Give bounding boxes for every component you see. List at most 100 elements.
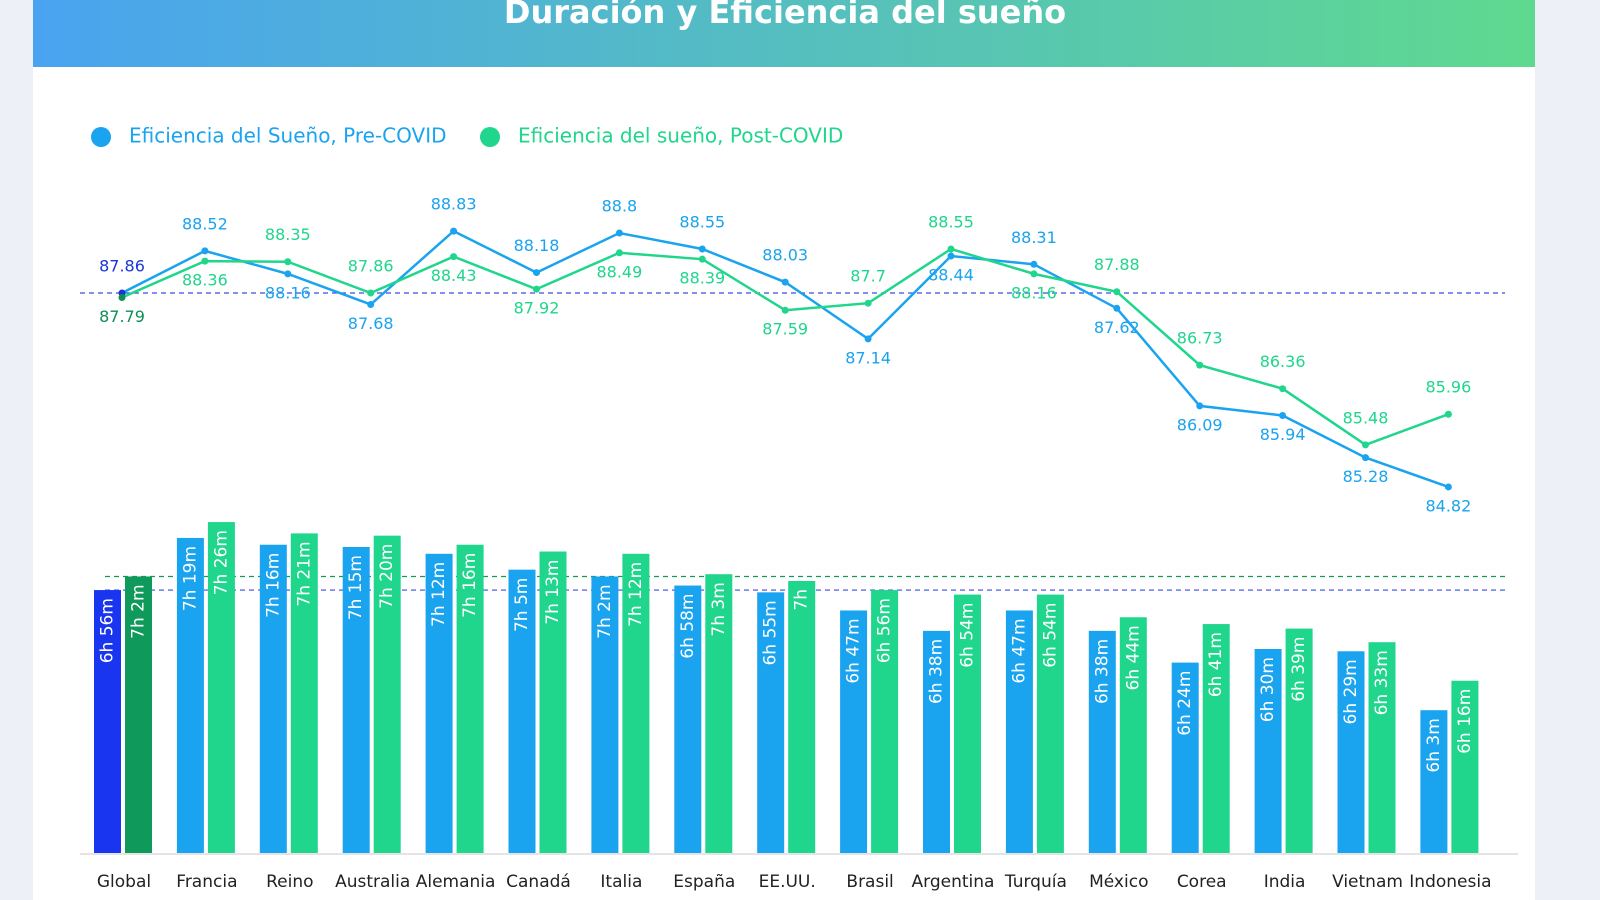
bar — [1005, 610, 1033, 853]
value-label: 88.35 — [265, 225, 311, 244]
bar — [456, 544, 484, 853]
x-tick-label: Corea — [1177, 872, 1227, 892]
bar-label: 7h 16m — [460, 553, 480, 618]
legend-marker — [480, 127, 500, 147]
bar-label: 6h 56m — [875, 598, 895, 663]
bar-label: 6h 16m — [1455, 689, 1475, 754]
bar-label: 6h 3m — [1424, 718, 1444, 772]
bar-label: 7h 19m — [180, 546, 200, 611]
x-tick-label: Alemania — [416, 872, 496, 892]
bar — [1420, 710, 1448, 853]
point — [615, 229, 623, 237]
point — [1113, 304, 1121, 312]
point — [1196, 361, 1204, 369]
bar-label: 6h 39m — [1289, 637, 1309, 702]
value-label: 87.14 — [845, 348, 891, 367]
bar — [1254, 649, 1282, 853]
value-label: 85.96 — [1425, 378, 1471, 397]
point — [1279, 411, 1287, 419]
value-label: 88.18 — [514, 236, 560, 255]
bar-label: 6h 24m — [1175, 671, 1195, 736]
x-tick-label: Italia — [600, 872, 642, 892]
value-label: 86.36 — [1260, 352, 1306, 371]
x-tick-label: México — [1089, 872, 1148, 892]
value-label: 87.68 — [348, 314, 394, 333]
bar-label: 6h 47m — [844, 618, 864, 683]
point — [1279, 385, 1287, 393]
point — [118, 293, 126, 301]
point — [947, 245, 955, 253]
bar-label: 7h — [792, 589, 812, 611]
bar — [1171, 662, 1199, 853]
x-tick-label: Francia — [176, 872, 237, 892]
value-label: 87.86 — [99, 257, 145, 276]
bar-label: 6h 47m — [1009, 618, 1029, 683]
point — [450, 227, 458, 235]
legend-label: Eficiencia del sueño, Post-COVID — [518, 124, 843, 148]
bar-label: 6h 55m — [761, 600, 781, 665]
value-label: 88.52 — [182, 214, 228, 233]
point — [284, 258, 292, 266]
bar-label: 6h 33m — [1372, 650, 1392, 715]
bar — [508, 569, 536, 853]
bar — [290, 533, 318, 853]
value-label: 88.55 — [679, 212, 725, 231]
bar — [373, 535, 401, 853]
bar — [1337, 651, 1365, 853]
value-label: 88.16 — [1011, 283, 1057, 302]
point — [698, 245, 706, 253]
bar-label: 6h 44m — [1123, 625, 1143, 690]
point — [947, 252, 955, 260]
point — [367, 289, 375, 297]
bar-label: 7h 13m — [543, 560, 563, 625]
value-label: 88.55 — [928, 212, 974, 231]
value-label: 88.03 — [762, 246, 808, 265]
bar-label: 7h 12m — [429, 562, 449, 627]
point — [284, 270, 292, 278]
value-label: 88.39 — [679, 269, 725, 288]
point — [1444, 483, 1452, 491]
point — [367, 300, 375, 308]
bar — [622, 553, 650, 853]
value-label: 86.73 — [1177, 329, 1223, 348]
x-tick-label: India — [1264, 872, 1306, 892]
bar-label: 7h 2m — [129, 584, 149, 638]
value-label: 85.28 — [1343, 467, 1389, 486]
header — [33, 0, 1535, 67]
point — [450, 253, 458, 261]
bar — [125, 576, 152, 853]
point — [1362, 454, 1369, 462]
value-label: 88.16 — [265, 283, 311, 302]
value-label: 88.36 — [182, 271, 228, 290]
point — [1113, 288, 1121, 296]
bar — [674, 585, 702, 853]
bar-label: 7h 15m — [346, 555, 366, 620]
bar — [259, 544, 287, 853]
chart-title: Duración y Eficiencia del sueño — [504, 0, 1066, 31]
bar — [591, 576, 619, 853]
point — [201, 257, 209, 265]
bar — [788, 581, 816, 853]
point — [698, 255, 706, 263]
value-label: 88.43 — [431, 266, 477, 285]
value-label: 88.8 — [602, 197, 638, 216]
value-label: 88.31 — [1011, 228, 1057, 247]
point — [1444, 410, 1452, 418]
bar-label: 7h 12m — [626, 562, 646, 627]
x-tick-label: Vietnam — [1332, 872, 1403, 892]
x-tick-label: Argentina — [912, 872, 995, 892]
point — [533, 269, 540, 277]
bar-label: 7h 20m — [377, 544, 397, 609]
bar — [1202, 624, 1230, 853]
point — [201, 247, 209, 255]
bar — [425, 553, 453, 853]
bar-label: 6h 38m — [927, 639, 947, 704]
x-tick-label: EE.UU. — [759, 872, 816, 892]
bar — [923, 630, 950, 853]
x-tick-label: Indonesia — [1409, 872, 1491, 892]
bar — [954, 594, 981, 853]
x-tick-label: España — [673, 872, 735, 892]
bar-label: 7h 16m — [263, 553, 283, 618]
bar-label: 6h 38m — [1092, 639, 1112, 704]
point — [1362, 441, 1369, 449]
